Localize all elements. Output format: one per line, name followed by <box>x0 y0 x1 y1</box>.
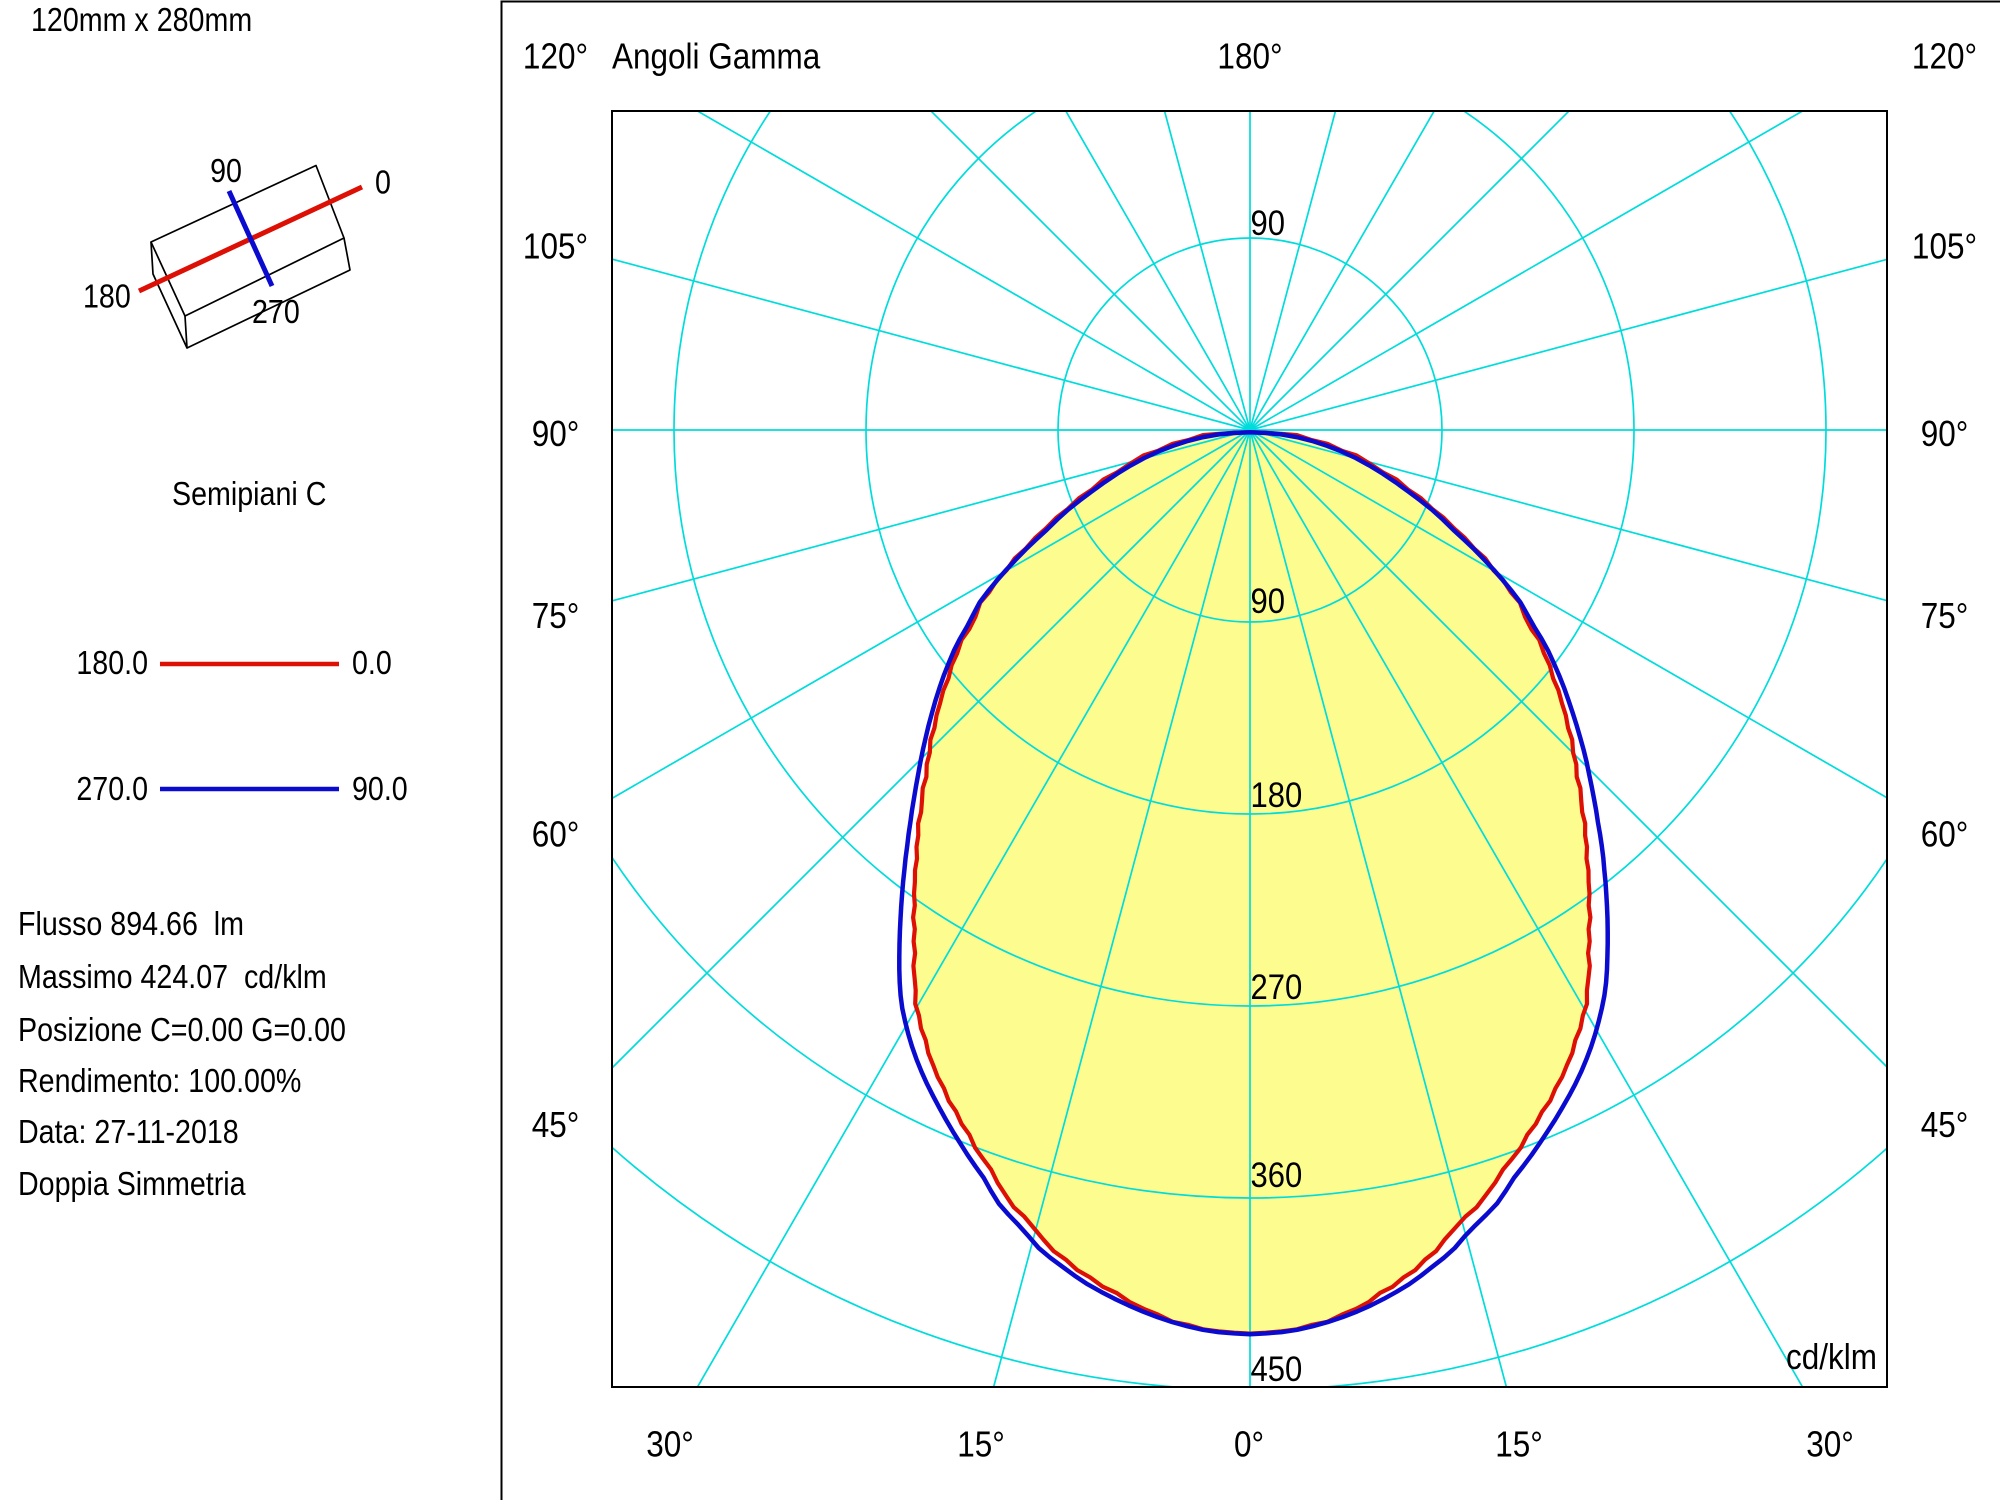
svg-text:30°: 30° <box>1806 1425 1854 1465</box>
svg-text:Semipiani C: Semipiani C <box>172 475 326 513</box>
svg-text:75°: 75° <box>532 596 580 636</box>
svg-text:cd/klm: cd/klm <box>1786 1337 1877 1377</box>
svg-text:120mm x 280mm: 120mm x 280mm <box>31 1 252 39</box>
svg-text:0°: 0° <box>1234 1425 1264 1465</box>
svg-text:270: 270 <box>1251 968 1303 1007</box>
svg-text:15°: 15° <box>957 1425 1005 1465</box>
svg-text:180.0: 180.0 <box>76 644 148 682</box>
svg-text:105°: 105° <box>1912 227 1977 267</box>
svg-text:180°: 180° <box>1217 37 1282 77</box>
svg-text:450: 450 <box>1251 1350 1303 1389</box>
svg-text:Massimo 424.07 cd/klm: Massimo 424.07 cd/klm <box>18 958 327 996</box>
svg-text:30°: 30° <box>646 1425 694 1465</box>
svg-text:Angoli Gamma: Angoli Gamma <box>612 37 820 77</box>
svg-text:15°: 15° <box>1495 1425 1543 1465</box>
svg-text:Flusso 894.66 lm: Flusso 894.66 lm <box>18 905 244 943</box>
svg-text:90: 90 <box>1251 582 1286 621</box>
svg-text:180: 180 <box>83 277 131 315</box>
svg-text:Posizione C=0.00 G=0.00: Posizione C=0.00 G=0.00 <box>18 1011 346 1049</box>
svg-text:Data: 27-11-2018: Data: 27-11-2018 <box>18 1113 239 1151</box>
svg-text:120°: 120° <box>1912 37 1977 77</box>
svg-text:0.0: 0.0 <box>352 644 392 682</box>
svg-text:90°: 90° <box>532 414 580 454</box>
svg-text:90.0: 90.0 <box>352 770 408 808</box>
svg-text:45°: 45° <box>532 1105 580 1145</box>
svg-text:180: 180 <box>1251 776 1303 815</box>
svg-text:120°: 120° <box>523 37 588 77</box>
svg-text:90: 90 <box>1251 204 1286 243</box>
svg-text:Doppia Simmetria: Doppia Simmetria <box>18 1165 246 1203</box>
svg-text:45°: 45° <box>1921 1105 1969 1145</box>
svg-text:360: 360 <box>1251 1156 1303 1195</box>
svg-text:75°: 75° <box>1921 596 1969 636</box>
svg-text:90°: 90° <box>1921 414 1969 454</box>
svg-text:270.0: 270.0 <box>76 770 148 808</box>
svg-text:90: 90 <box>210 152 242 190</box>
svg-text:Rendimento: 100.00%: Rendimento: 100.00% <box>18 1062 301 1100</box>
svg-text:60°: 60° <box>532 815 580 855</box>
svg-text:105°: 105° <box>523 227 588 267</box>
svg-text:270: 270 <box>252 293 300 331</box>
svg-text:60°: 60° <box>1921 815 1969 855</box>
svg-text:0: 0 <box>375 163 391 201</box>
